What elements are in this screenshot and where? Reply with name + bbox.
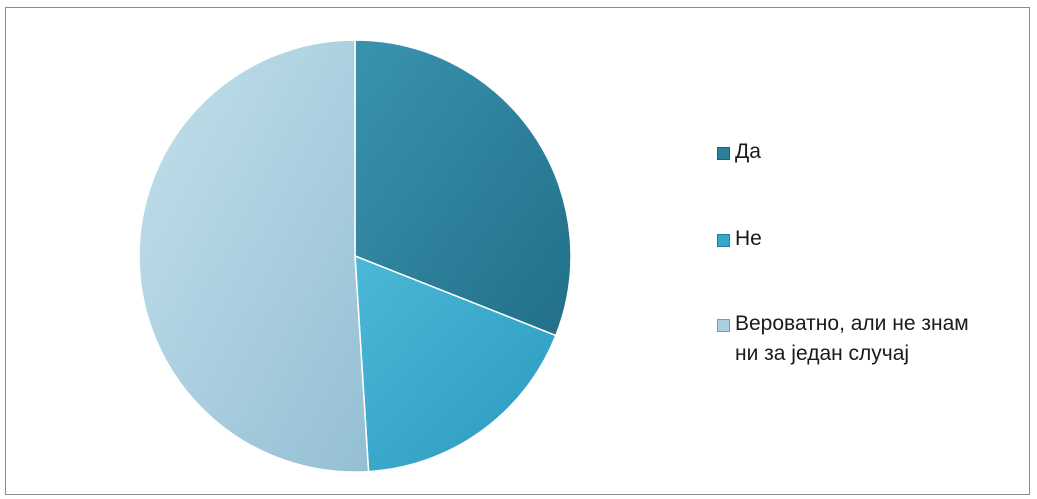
legend-swatch-ne — [717, 234, 730, 247]
legend-swatch-da — [717, 147, 730, 160]
legend-item-ne: Не — [717, 227, 1025, 254]
legend-label-line-1: Вероватно, али не знам — [735, 312, 969, 335]
pie-slices — [138, 39, 572, 473]
pie-slice-verovatno — [138, 39, 370, 473]
pie-slice-ne — [354, 254, 557, 473]
legend-label-da: Да — [735, 140, 761, 163]
legend-label-verovatno: Вероватно, али не знам ни за један случа… — [735, 309, 1025, 369]
legend-swatch-verovatno — [717, 319, 730, 332]
legend-label-ne: Не — [735, 227, 762, 250]
legend-item-da: Да — [717, 140, 1025, 167]
legend-label-line-2: ни за један случај — [735, 342, 910, 365]
pie-slice-da — [354, 39, 572, 337]
legend-item-verovatno: Вероватно, али не знам ни за један случа… — [717, 312, 1025, 369]
